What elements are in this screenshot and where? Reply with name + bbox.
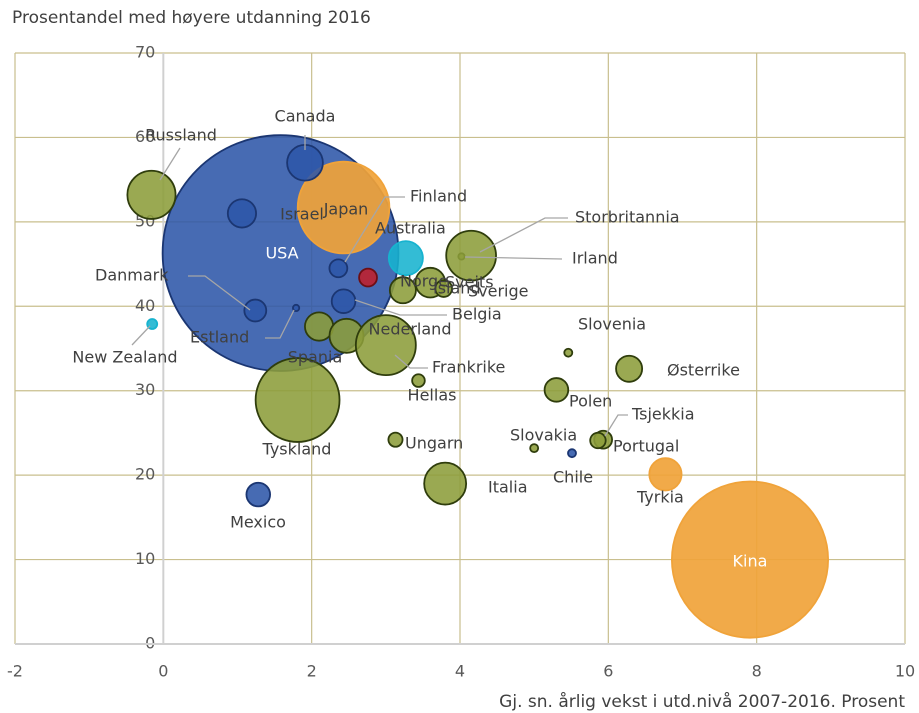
bubble — [286, 143, 324, 182]
bubble-label: Chile — [553, 468, 593, 487]
chart-title: Prosentandel med høyere utdanning 2016 — [12, 8, 371, 28]
bubble — [589, 431, 607, 450]
leader-line — [354, 299, 447, 316]
y-tick-label: 30 — [135, 380, 155, 399]
y-tick-label: 40 — [135, 296, 155, 315]
bubble — [226, 198, 257, 229]
bubble — [423, 461, 468, 506]
leader-line — [464, 256, 563, 260]
bubble-label: Tyrkia — [636, 488, 684, 507]
x-tick-label: 0 — [158, 662, 168, 681]
bubble-label: Sveits — [445, 273, 494, 292]
x-tick-label: -2 — [7, 662, 23, 681]
bubble — [445, 229, 497, 282]
bubble-label: Israel — [280, 205, 324, 224]
bubble-label: Mexico — [230, 513, 286, 532]
leader-line — [188, 275, 251, 311]
bubble — [387, 240, 424, 277]
bubble — [296, 160, 391, 255]
bubble-label: Japan — [323, 200, 369, 219]
bubble-label: Polen — [569, 392, 612, 411]
bubble-label: Danmark — [95, 266, 169, 285]
bubble-label: Russland — [145, 126, 217, 145]
x-tick-label: 10 — [895, 662, 915, 681]
x-tick-label: 4 — [455, 662, 465, 681]
bubble-label: Canada — [275, 107, 336, 126]
bubble — [529, 443, 540, 454]
x-tick-label: 2 — [307, 662, 317, 681]
bubble-label: Irland — [572, 249, 618, 268]
x-axis-title: Gj. sn. årlig vekst i utd.nivå 2007-2016… — [499, 691, 905, 712]
bubble-label: Norge — [400, 272, 448, 291]
bubble-label: Tsjekkia — [631, 405, 695, 424]
bubble-label: Island — [433, 279, 481, 298]
bubble-label: Hellas — [408, 386, 457, 405]
leader-line — [265, 309, 295, 339]
bubble — [328, 258, 349, 279]
leader-line — [604, 414, 628, 437]
bubble — [387, 431, 404, 448]
y-tick-label: 70 — [135, 43, 155, 62]
bubble-label: Storbritannia — [575, 208, 680, 227]
y-tick-label: 10 — [135, 549, 155, 568]
bubble-label: Ungarn — [405, 434, 463, 453]
bubble-label: Belgia — [452, 305, 502, 324]
bubble-label: Italia — [488, 478, 528, 497]
bubble — [670, 480, 829, 639]
bubble — [434, 279, 453, 298]
leader-line — [159, 147, 181, 181]
bubble — [648, 457, 683, 492]
x-tick-label: 6 — [603, 662, 613, 681]
leader-line — [344, 196, 405, 263]
bubble-label: Portugal — [613, 437, 679, 456]
bubble-label: Finland — [410, 187, 467, 206]
bubble-label: Østerrike — [667, 361, 740, 380]
bubble-label: Sverige — [468, 282, 529, 301]
bubble — [358, 267, 378, 288]
bubble-label: Frankrike — [432, 358, 505, 377]
leader-line — [131, 325, 151, 346]
bubble-label: Kina — [733, 552, 768, 571]
bubble — [254, 357, 341, 443]
bubble — [245, 481, 271, 508]
leader-line — [479, 217, 568, 253]
bubble-label: Estland — [190, 328, 249, 347]
bubble-label: Slovenia — [578, 315, 646, 334]
bubble — [292, 303, 301, 313]
bubble-label: USA — [265, 244, 298, 263]
bubble-label: Nederland — [369, 320, 452, 339]
bubble — [126, 169, 177, 220]
bubble-label: Spania — [288, 348, 343, 367]
bubble — [563, 347, 574, 358]
bubble — [543, 377, 570, 403]
bubble-label: Tyskland — [262, 440, 332, 459]
bubble — [567, 448, 577, 459]
bubble-label: Slovakia — [510, 426, 577, 445]
bubble — [615, 354, 644, 383]
y-tick-label: 20 — [135, 465, 155, 484]
bubble-label: New Zealand — [72, 348, 177, 367]
bubble — [243, 298, 268, 323]
bubble — [411, 373, 426, 388]
bubble-label: Australia — [375, 219, 446, 238]
y-tick-label: 60 — [135, 127, 155, 146]
bubble — [388, 276, 417, 305]
bubble — [330, 288, 357, 314]
x-tick-label: 8 — [752, 662, 762, 681]
leader-line — [394, 354, 428, 369]
